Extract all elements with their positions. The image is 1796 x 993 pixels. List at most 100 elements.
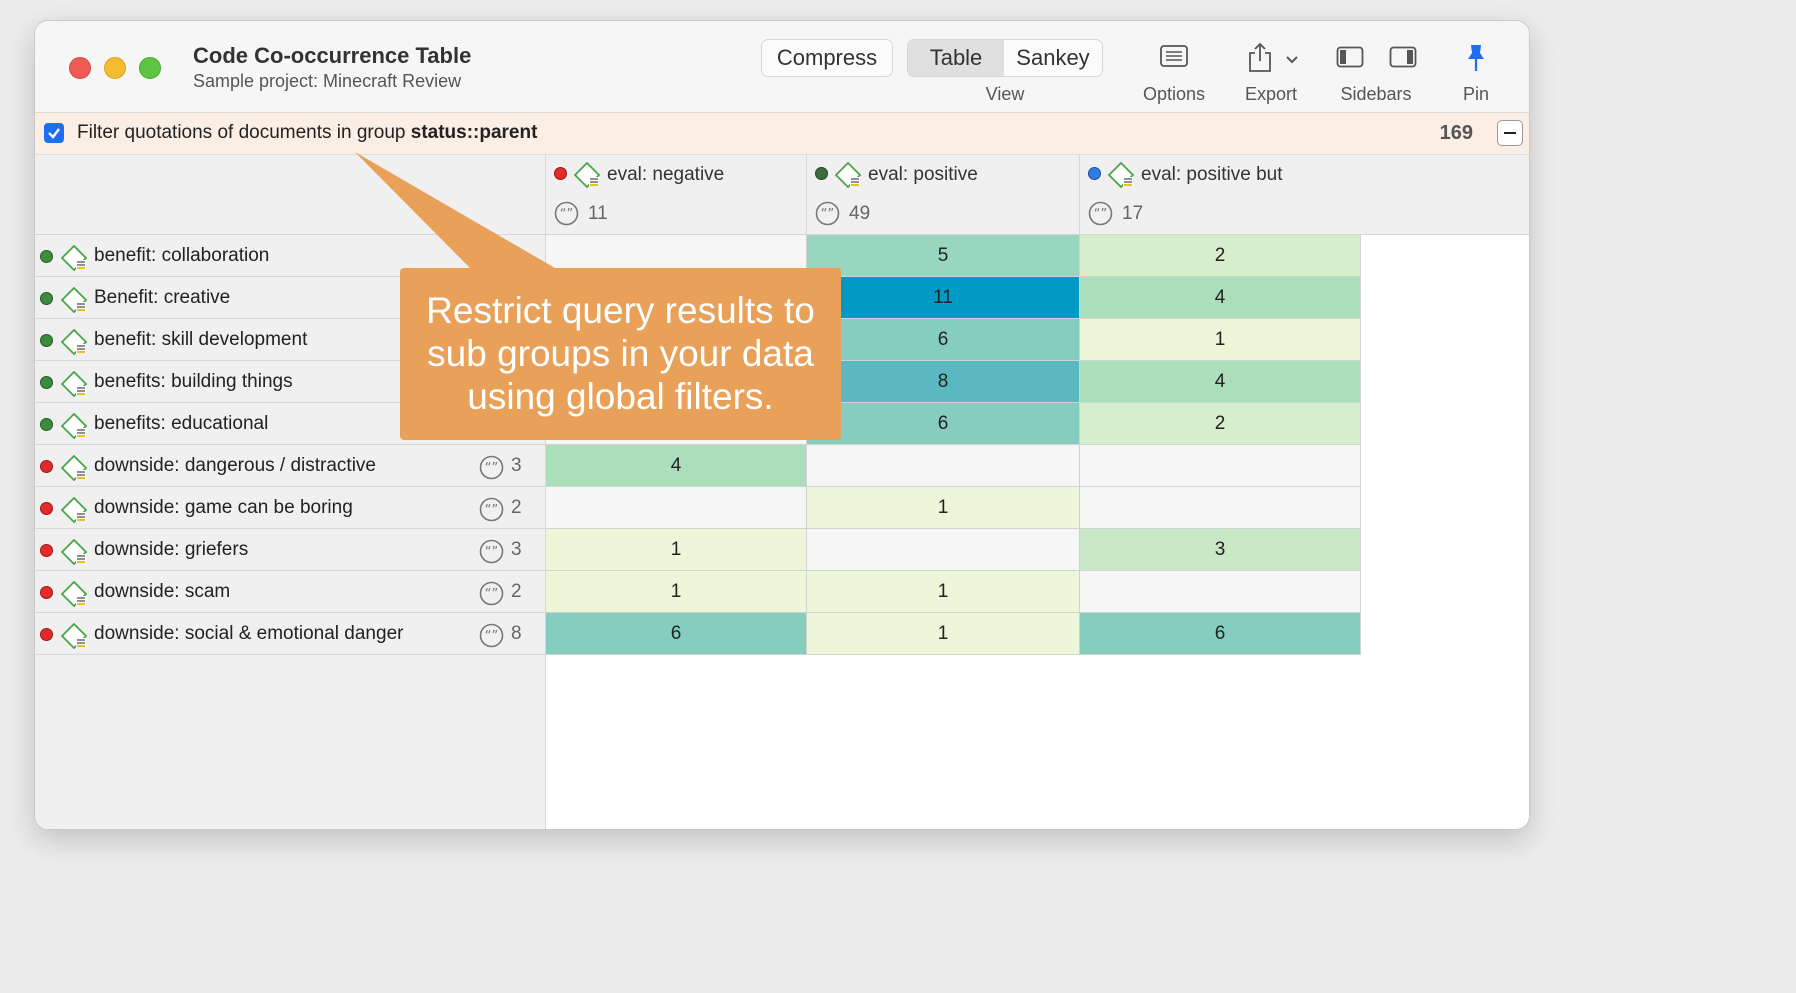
row-header[interactable]: downside: game can be boring “” 2 bbox=[35, 487, 546, 529]
quotation-icon: “” bbox=[479, 497, 504, 522]
svg-text:“”: “” bbox=[485, 629, 498, 644]
row-label: downside: griefers bbox=[94, 539, 249, 560]
table-cell[interactable]: 1 bbox=[1080, 319, 1361, 361]
column-header[interactable]: eval: positive “” 49 bbox=[807, 155, 1080, 235]
chevron-down-icon[interactable] bbox=[1285, 52, 1299, 70]
minimize-window-button[interactable] bbox=[104, 57, 126, 79]
svg-text:“”: “” bbox=[485, 461, 498, 476]
table-cell[interactable] bbox=[1080, 445, 1361, 487]
filter-checkbox[interactable] bbox=[44, 123, 64, 143]
row-header[interactable]: benefits: educational bbox=[35, 403, 546, 445]
row-label: benefits: building things bbox=[94, 371, 293, 392]
table-cell[interactable]: 4 bbox=[546, 445, 807, 487]
table-cell[interactable]: 11 bbox=[807, 277, 1080, 319]
code-icon bbox=[60, 496, 89, 524]
table-cell[interactable]: 6 bbox=[807, 403, 1080, 445]
row-header[interactable]: benefit: collaboration bbox=[35, 235, 546, 277]
row-quotation-count: 2 bbox=[511, 497, 522, 518]
row-quotation-count: 3 bbox=[511, 539, 522, 560]
column-quotation-count: 49 bbox=[849, 203, 871, 224]
row-quotation-count: 2 bbox=[511, 581, 522, 602]
minus-icon bbox=[1504, 132, 1516, 134]
left-sidebar-icon[interactable] bbox=[1336, 46, 1364, 73]
table-cell[interactable] bbox=[1080, 571, 1361, 613]
table-cell[interactable]: 5 bbox=[807, 235, 1080, 277]
table-cell[interactable]: 1 bbox=[807, 613, 1080, 655]
code-icon bbox=[60, 454, 89, 482]
table-cell[interactable] bbox=[807, 445, 1080, 487]
code-color-dot bbox=[40, 502, 53, 515]
table-cell[interactable]: 8 bbox=[807, 361, 1080, 403]
right-sidebar-icon[interactable] bbox=[1389, 46, 1417, 73]
checkmark-icon bbox=[48, 128, 60, 139]
titlebar: Code Co-occurrence Table Sample project:… bbox=[35, 21, 1529, 113]
table-cell[interactable] bbox=[546, 487, 807, 529]
code-icon bbox=[60, 580, 89, 608]
table-cell[interactable]: 6 bbox=[807, 319, 1080, 361]
view-table-button[interactable]: Table bbox=[908, 40, 1004, 76]
table-corner bbox=[35, 155, 546, 235]
column-header[interactable]: eval: positive but “” 17 bbox=[1080, 155, 1361, 235]
row-label: downside: social & emotional danger bbox=[94, 623, 404, 644]
header-filler bbox=[1360, 155, 1529, 235]
row-header[interactable]: downside: scam “” 2 bbox=[35, 571, 546, 613]
row-quotation-count: 8 bbox=[511, 623, 522, 644]
table-cell[interactable]: 2 bbox=[1080, 235, 1361, 277]
code-color-dot bbox=[40, 628, 53, 641]
row-header[interactable]: downside: dangerous / distractive “” 3 bbox=[35, 445, 546, 487]
row-header[interactable]: downside: social & emotional danger “” 8 bbox=[35, 613, 546, 655]
table-cell[interactable]: 1 bbox=[807, 571, 1080, 613]
row-label: benefit: collaboration bbox=[94, 245, 270, 266]
close-window-button[interactable] bbox=[69, 57, 91, 79]
pin-icon[interactable] bbox=[1465, 43, 1487, 78]
table-cell[interactable]: 1 bbox=[807, 487, 1080, 529]
column-label: eval: positive bbox=[868, 164, 978, 185]
table-cell[interactable] bbox=[1080, 487, 1361, 529]
table-cell[interactable]: 4 bbox=[1080, 277, 1361, 319]
svg-text:“”: “” bbox=[560, 207, 573, 222]
code-color-dot bbox=[40, 250, 53, 263]
code-color-dot bbox=[40, 544, 53, 557]
table-cell[interactable]: 4 bbox=[1080, 361, 1361, 403]
quotation-icon: “” bbox=[479, 623, 504, 648]
svg-text:“”: “” bbox=[485, 587, 498, 602]
code-color-dot bbox=[40, 460, 53, 473]
table-cell[interactable]: 1 bbox=[546, 571, 807, 613]
table-cell[interactable]: 2 bbox=[1080, 403, 1361, 445]
row-label: downside: dangerous / distractive bbox=[94, 455, 376, 476]
row-header[interactable]: Benefit: creative bbox=[35, 277, 546, 319]
column-quotation-count: 11 bbox=[588, 203, 608, 224]
view-sankey-button[interactable]: Sankey bbox=[1016, 45, 1090, 70]
table-cell[interactable]: 1 bbox=[546, 529, 807, 571]
callout-box bbox=[400, 268, 841, 440]
column-quotation-count: 17 bbox=[1122, 203, 1144, 224]
row-header[interactable]: benefits: building things bbox=[35, 361, 546, 403]
zoom-window-button[interactable] bbox=[139, 57, 161, 79]
share-export-icon[interactable] bbox=[1247, 41, 1273, 78]
code-icon bbox=[60, 244, 89, 272]
row-quotation-count: 3 bbox=[511, 455, 522, 476]
table-cell[interactable]: 6 bbox=[546, 613, 807, 655]
svg-text:“”: “” bbox=[821, 207, 834, 222]
row-header[interactable]: benefit: skill development bbox=[35, 319, 546, 361]
table-cell[interactable]: 3 bbox=[1080, 529, 1361, 571]
code-color-dot bbox=[40, 376, 53, 389]
quotation-icon: “” bbox=[479, 581, 504, 606]
code-color-dot bbox=[40, 418, 53, 431]
code-icon bbox=[60, 370, 89, 398]
filter-count: 169 bbox=[1439, 122, 1473, 144]
code-color-dot bbox=[40, 292, 53, 305]
column-header[interactable]: eval: negative “” 11 bbox=[546, 155, 807, 235]
options-icon[interactable] bbox=[1159, 43, 1189, 74]
callout-text: Restrict query results to sub groups in … bbox=[426, 290, 815, 417]
compress-button[interactable]: Compress bbox=[761, 39, 893, 77]
options-label: Options bbox=[1142, 84, 1206, 104]
code-icon bbox=[60, 328, 89, 356]
table-cell[interactable] bbox=[807, 529, 1080, 571]
filter-description: Filter quotations of documents in group … bbox=[77, 122, 537, 144]
table-cell[interactable]: 6 bbox=[1080, 613, 1361, 655]
remove-filter-button[interactable] bbox=[1497, 120, 1523, 146]
row-header[interactable]: downside: griefers “” 3 bbox=[35, 529, 546, 571]
svg-text:“”: “” bbox=[485, 545, 498, 560]
row-label: downside: game can be boring bbox=[94, 497, 353, 518]
